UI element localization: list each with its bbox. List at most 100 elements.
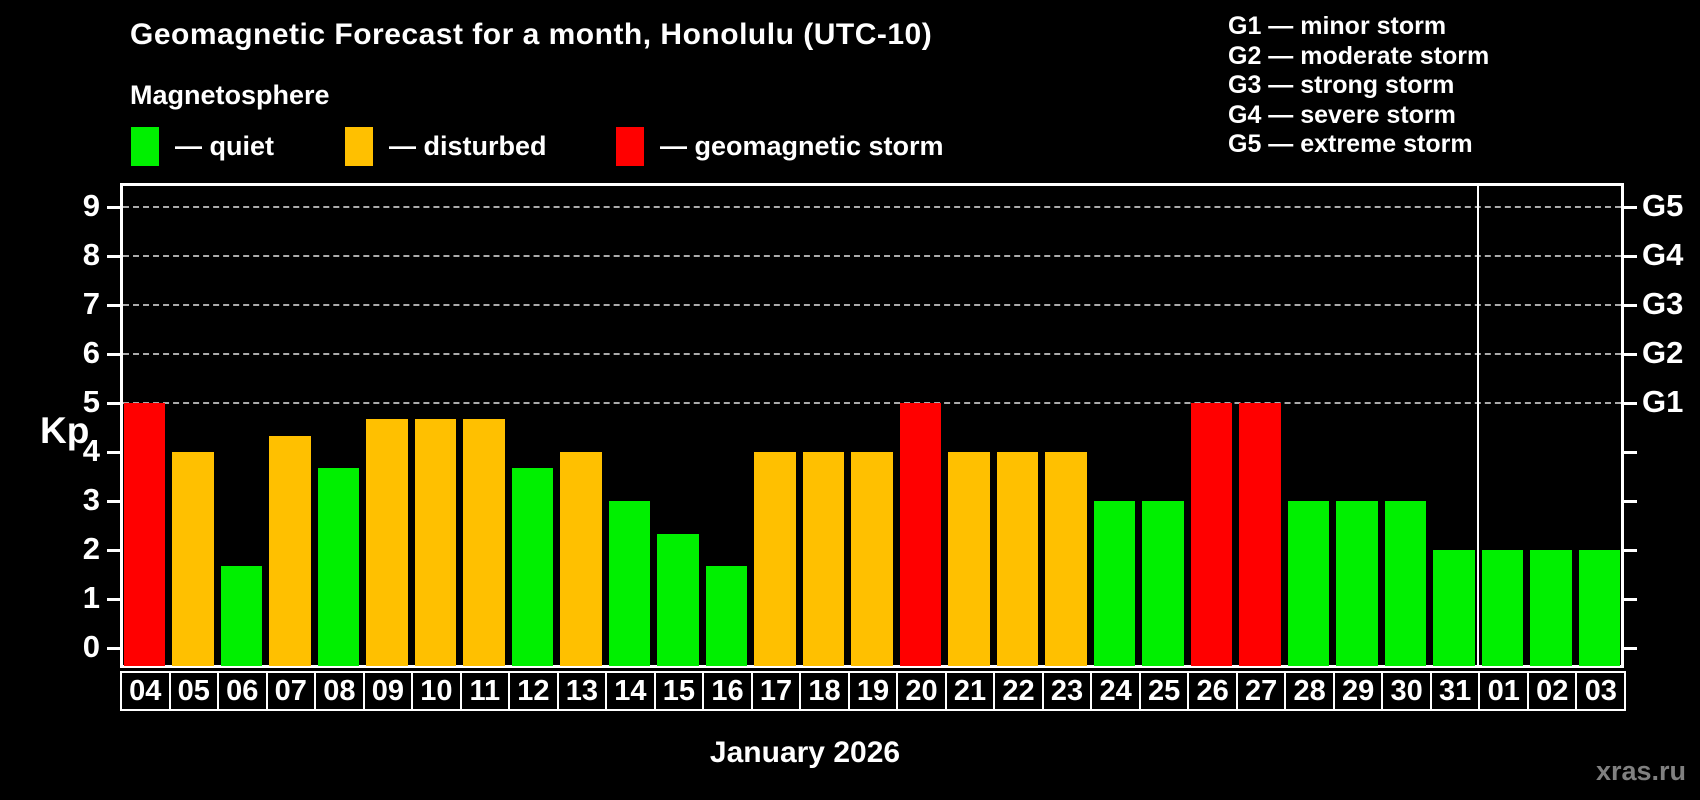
y-tick-label-1: 1 (82, 580, 100, 615)
right-tick-7 (1624, 304, 1637, 307)
day-label-29: 29 (1332, 671, 1384, 711)
disturbed-label: — disturbed (389, 130, 547, 161)
day-label-11: 11 (459, 671, 511, 711)
plot-area (120, 183, 1624, 668)
right-tick-6 (1624, 353, 1637, 356)
kp-bar-day-12 (511, 468, 554, 666)
right-tick-3 (1624, 500, 1637, 503)
kp-bar-day-10 (414, 419, 457, 666)
y-tick-label-2: 2 (82, 531, 100, 566)
y-axis-label: Kp (40, 410, 90, 451)
g-scale-label-g3: G3 (1642, 286, 1684, 321)
kp-bar-day-19 (851, 452, 893, 666)
y-tick-label-0: 0 (82, 629, 100, 664)
left-tick-0 (107, 647, 120, 650)
g4-legend-line: G4 — severe storm (1228, 100, 1456, 129)
day-label-27: 27 (1235, 671, 1287, 711)
legend-item-disturbed: — disturbed (345, 126, 547, 166)
g-scale-label-g1: G1 (1642, 384, 1684, 419)
kp-bar-day-17 (754, 452, 796, 666)
left-tick-1 (107, 598, 120, 601)
gridline-kp5 (123, 402, 1621, 404)
left-tick-5 (107, 402, 120, 405)
day-label-03: 03 (1575, 671, 1626, 711)
storm-label: — geomagnetic storm (660, 130, 944, 161)
day-label-09: 09 (362, 671, 414, 711)
month-separator-line (1477, 186, 1480, 665)
gridline-kp9 (123, 206, 1621, 208)
day-label-21: 21 (944, 671, 996, 711)
gridline-kp8 (123, 255, 1621, 257)
day-label-23: 23 (1041, 671, 1093, 711)
day-label-26: 26 (1187, 671, 1238, 711)
kp-bar-day-30 (1384, 501, 1427, 666)
page-title: Geomagnetic Forecast for a month, Honolu… (130, 18, 933, 51)
kp-bar-day-28 (1287, 501, 1330, 666)
kp-bar-day-27 (1239, 403, 1281, 666)
kp-bar-day-02 (1530, 550, 1572, 666)
day-label-08: 08 (314, 671, 365, 711)
right-tick-2 (1624, 549, 1637, 552)
watermark: xras.ru (1595, 756, 1686, 786)
quiet-swatch (131, 126, 159, 166)
right-tick-4 (1624, 451, 1637, 454)
kp-bar-day-25 (1142, 501, 1184, 666)
kp-bar-day-20 (899, 403, 942, 666)
day-label-01: 01 (1478, 671, 1529, 711)
y-tick-label-4: 4 (82, 433, 100, 468)
right-tick-1 (1624, 598, 1637, 601)
g3-legend-line: G3 — strong storm (1228, 71, 1455, 99)
day-label-06: 06 (217, 671, 268, 711)
kp-bar-day-29 (1336, 501, 1378, 666)
y-tick-label-3: 3 (82, 482, 100, 517)
day-label-02: 02 (1526, 671, 1578, 711)
kp-bar-day-14 (608, 501, 651, 666)
storm-swatch (616, 126, 644, 166)
left-tick-3 (107, 500, 120, 503)
g-scale-label-g5: G5 (1642, 188, 1684, 223)
kp-bar-day-05 (172, 452, 214, 666)
legend-item-quiet: — quiet (131, 126, 274, 166)
right-tick-5 (1624, 402, 1637, 405)
y-tick-label-7: 7 (82, 286, 100, 321)
day-label-25: 25 (1138, 671, 1190, 711)
day-label-13: 13 (556, 671, 608, 711)
day-label-18: 18 (799, 671, 850, 711)
left-tick-8 (107, 255, 120, 258)
magnetosphere-label: Magnetosphere (130, 80, 330, 110)
right-tick-8 (1624, 255, 1637, 258)
day-label-15: 15 (653, 671, 705, 711)
y-tick-label-5: 5 (82, 384, 100, 419)
y-tick-label-8: 8 (82, 237, 100, 272)
kp-bar-day-31 (1433, 550, 1475, 666)
kp-bar-day-26 (1190, 403, 1233, 666)
kp-bar-day-11 (463, 419, 505, 666)
day-label-20: 20 (896, 671, 947, 711)
g2-legend-line: G2 — moderate storm (1228, 41, 1490, 70)
day-label-22: 22 (993, 671, 1044, 711)
gridline-kp7 (123, 304, 1621, 306)
day-label-10: 10 (411, 671, 462, 711)
left-tick-4 (107, 451, 120, 454)
day-label-28: 28 (1284, 671, 1335, 711)
kp-bar-day-16 (705, 566, 748, 666)
day-label-16: 16 (702, 671, 753, 711)
day-label-31: 31 (1429, 671, 1481, 711)
legend-item-storm: — geomagnetic storm (616, 126, 944, 166)
left-tick-9 (107, 206, 120, 209)
kp-bar-day-18 (802, 452, 845, 666)
g1-legend-line: G1 — minor storm (1228, 12, 1447, 40)
right-tick-9 (1624, 206, 1637, 209)
day-label-19: 19 (847, 671, 899, 711)
gridline-kp6 (123, 353, 1621, 355)
kp-bar-day-06 (220, 566, 263, 666)
kp-bar-day-22 (996, 452, 1039, 666)
day-label-05: 05 (168, 671, 220, 711)
day-label-14: 14 (605, 671, 656, 711)
kp-bar-day-04 (123, 403, 166, 666)
day-label-30: 30 (1381, 671, 1432, 711)
g-scale-label-g4: G4 (1642, 237, 1684, 272)
day-label-07: 07 (265, 671, 317, 711)
kp-bar-day-03 (1578, 550, 1621, 666)
